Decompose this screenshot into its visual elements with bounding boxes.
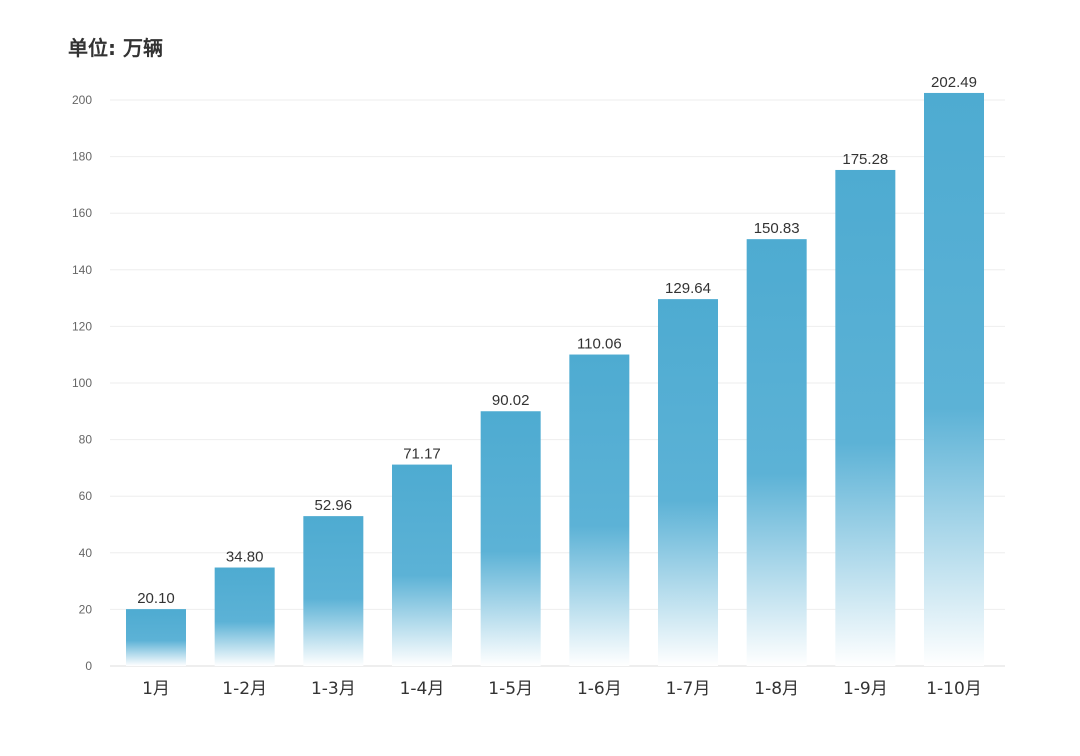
bar	[303, 516, 364, 666]
x-category-label: 1月	[142, 679, 170, 699]
bars	[126, 92, 984, 667]
labels: 0 20 40 60 80 100 120 140 160 180 200 20.10 1月 34.80 1…	[72, 74, 982, 699]
x-category-label: 1-5月	[488, 679, 533, 699]
bar-value-label: 20.10	[137, 590, 175, 607]
bar	[126, 609, 186, 666]
x-category-label: 1-4月	[400, 679, 445, 699]
unit-label: 单位: 万辆	[68, 36, 163, 60]
bar	[214, 567, 275, 666]
grid-lines	[110, 99, 1005, 667]
bar	[924, 92, 984, 666]
bar-value-label: 175.28	[842, 151, 888, 168]
y-tick-label: 80	[79, 433, 93, 447]
x-category-label: 1-3月	[311, 679, 356, 699]
y-tick-label: 60	[79, 489, 93, 503]
x-category-label: 1-6月	[577, 679, 622, 699]
bar-value-label: 71.17	[403, 446, 441, 463]
x-category-label: 1-10月	[926, 679, 982, 699]
y-tick-label: 0	[85, 659, 92, 673]
x-category-label: 1-2月	[222, 679, 267, 699]
bar-value-label: 110.06	[577, 336, 622, 353]
x-category-label: 1-7月	[666, 679, 711, 699]
y-tick-label: 200	[72, 93, 92, 107]
bar	[746, 239, 807, 666]
y-tick-label: 20	[79, 602, 93, 616]
bar	[480, 411, 541, 666]
bar-value-label: 202.49	[931, 74, 977, 91]
bar-value-label: 34.80	[226, 549, 264, 566]
y-tick-label: 160	[72, 206, 92, 220]
bar	[835, 169, 896, 667]
bar	[392, 464, 452, 666]
y-tick-label: 180	[72, 150, 92, 164]
bar	[569, 354, 630, 666]
y-tick-label: 140	[72, 263, 92, 277]
y-tick-label: 100	[72, 376, 92, 390]
bar	[658, 299, 718, 666]
x-category-label: 1-8月	[754, 679, 799, 699]
bar-value-label: 129.64	[665, 280, 711, 297]
y-tick-label: 40	[79, 546, 93, 560]
y-tick-label: 120	[72, 319, 92, 333]
x-category-label: 1-9月	[843, 679, 888, 699]
bar-value-label: 90.02	[492, 392, 530, 409]
bar-value-label: 52.96	[315, 497, 353, 514]
bar-value-label: 150.83	[754, 220, 800, 237]
